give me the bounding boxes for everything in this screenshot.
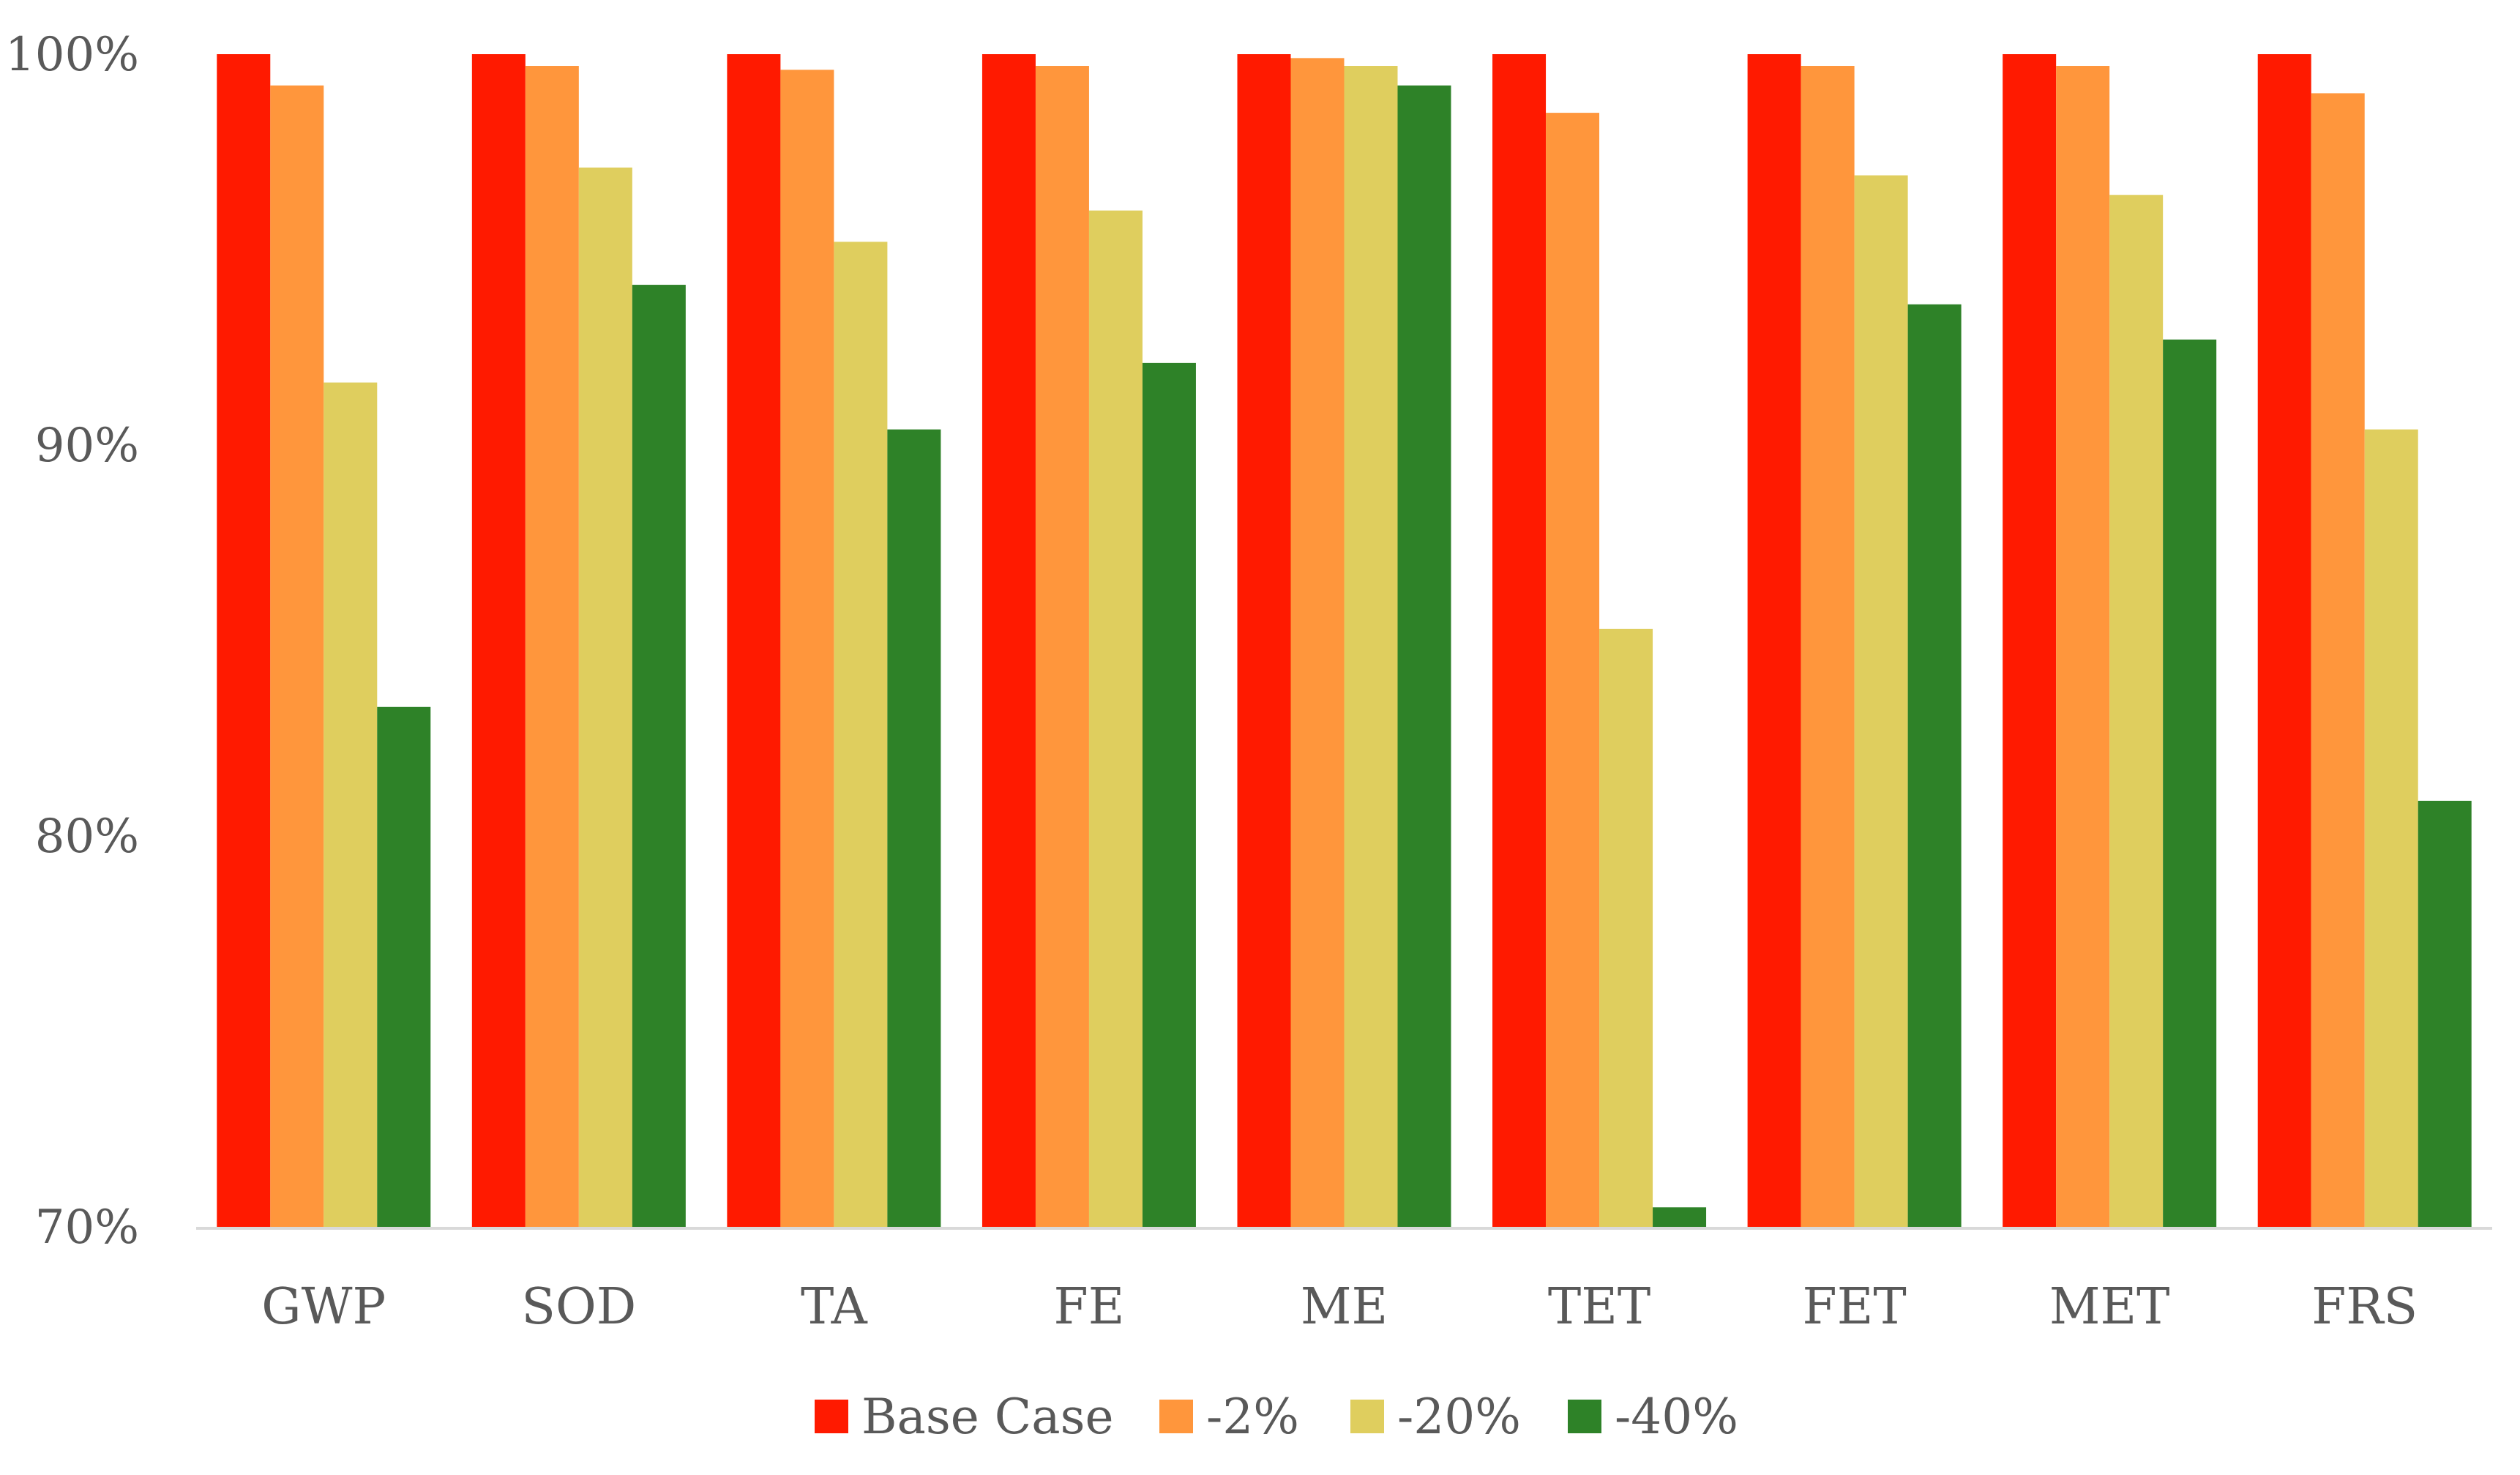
- x-axis-category-labels: GWP SOD TA FE ME TET FET MET FRS: [261, 1278, 2418, 1336]
- x-category-label: TET: [1548, 1278, 1650, 1336]
- x-category-label: GWP: [261, 1278, 386, 1336]
- bar: [1344, 66, 1398, 1227]
- bar: [1237, 54, 1291, 1227]
- bar: [2364, 429, 2418, 1227]
- x-category-label: MET: [2049, 1278, 2170, 1336]
- legend-label: -40%: [1615, 1389, 1738, 1445]
- bar: [1035, 66, 1089, 1227]
- bar-series-group: [217, 54, 2472, 1228]
- legend-label: -20%: [1397, 1389, 1521, 1445]
- bar: [1088, 210, 1143, 1228]
- bar: [2163, 339, 2217, 1227]
- x-category-label: SOD: [521, 1278, 636, 1336]
- bar: [887, 429, 941, 1227]
- bar: [780, 70, 834, 1228]
- bar: [982, 54, 1036, 1227]
- bar: [1397, 85, 1451, 1228]
- bar: [2056, 66, 2110, 1227]
- bar: [1653, 1207, 1707, 1227]
- bar: [2311, 93, 2365, 1227]
- bar: [1907, 304, 1962, 1227]
- legend: Base Case -2% -20% -40%: [815, 1389, 1738, 1445]
- bar: [632, 285, 686, 1227]
- legend-swatch: [1568, 1400, 1601, 1433]
- y-tick-label: 70%: [35, 1200, 139, 1255]
- x-category-label: FRS: [2311, 1278, 2418, 1336]
- legend-swatch: [1350, 1400, 1384, 1433]
- bar: [2257, 54, 2311, 1227]
- bar: [525, 66, 579, 1227]
- bar: [834, 242, 888, 1227]
- bar: [1747, 54, 1801, 1227]
- bar: [377, 706, 431, 1227]
- x-category-label: ME: [1301, 1278, 1388, 1336]
- bar: [2109, 195, 2164, 1227]
- bar: [217, 54, 271, 1227]
- bar: [1492, 54, 1547, 1227]
- bar: [1546, 113, 1600, 1228]
- legend-swatch: [1159, 1400, 1193, 1433]
- legend-label: -2%: [1206, 1389, 1299, 1445]
- y-tick-label: 80%: [35, 810, 139, 864]
- bar: [1142, 362, 1196, 1227]
- y-tick-label: 100%: [5, 28, 139, 82]
- y-axis-tick-labels: 70% 80% 90% 100%: [5, 28, 139, 1255]
- bar: [1599, 628, 1653, 1227]
- x-category-label: FET: [1803, 1278, 1907, 1336]
- bar: [270, 85, 324, 1228]
- bar: [1801, 66, 1855, 1227]
- legend-label: Base Case: [861, 1389, 1114, 1445]
- bar: [1854, 175, 1908, 1227]
- bar: [727, 54, 781, 1227]
- x-category-label: TA: [801, 1278, 868, 1336]
- bar: [2418, 800, 2472, 1227]
- bar: [1290, 58, 1345, 1228]
- bar: [324, 382, 378, 1227]
- y-tick-label: 90%: [35, 419, 139, 473]
- bar: [471, 54, 526, 1227]
- legend-swatch: [815, 1400, 848, 1433]
- bar: [2003, 54, 2057, 1227]
- x-category-label: FE: [1054, 1278, 1125, 1336]
- bar: [578, 167, 632, 1228]
